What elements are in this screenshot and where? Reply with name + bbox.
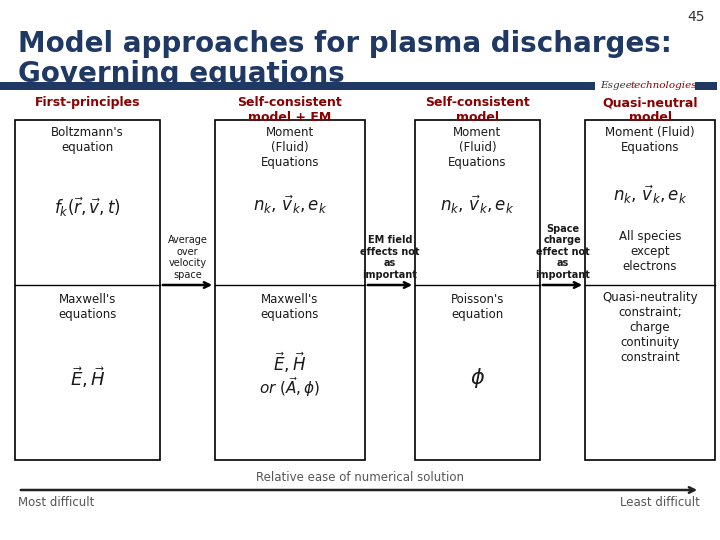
- Text: Poisson's
equation: Poisson's equation: [451, 293, 504, 321]
- Text: Moment (Fluid)
Equations: Moment (Fluid) Equations: [606, 126, 695, 154]
- Bar: [215, 120, 365, 460]
- Text: technologies: technologies: [630, 82, 697, 91]
- Text: Boltzmann's
equation: Boltzmann's equation: [51, 126, 124, 154]
- Text: $\vec{E},\vec{H}$: $\vec{E},\vec{H}$: [70, 365, 105, 390]
- Text: EM field
effects not
as
important: EM field effects not as important: [360, 235, 420, 280]
- Bar: [695, 82, 717, 90]
- Text: All species
except
electrons: All species except electrons: [618, 230, 681, 273]
- Text: Quasi-neutrality
constraint;
charge
continuity
constraint: Quasi-neutrality constraint; charge cont…: [602, 291, 698, 364]
- Text: Self-consistent
model + EM: Self-consistent model + EM: [238, 96, 343, 124]
- Text: Maxwell's
equations: Maxwell's equations: [58, 293, 117, 321]
- Text: Model approaches for plasma discharges:: Model approaches for plasma discharges:: [18, 30, 672, 58]
- Text: Moment
(Fluid)
Equations: Moment (Fluid) Equations: [449, 126, 507, 169]
- Text: $\phi$: $\phi$: [470, 366, 485, 389]
- Text: First-principles: First-principles: [35, 96, 140, 109]
- Text: Moment
(Fluid)
Equations: Moment (Fluid) Equations: [261, 126, 319, 169]
- Text: Self-consistent
model: Self-consistent model: [425, 96, 530, 124]
- Text: Space
charge
effect not
as
important: Space charge effect not as important: [535, 224, 590, 280]
- Text: $\vec{E},\vec{H}$: $\vec{E},\vec{H}$: [274, 350, 307, 375]
- Bar: [415, 120, 540, 460]
- Text: 45: 45: [688, 10, 705, 24]
- Text: Maxwell's
equations: Maxwell's equations: [261, 293, 319, 321]
- Bar: [0, 82, 595, 90]
- Bar: [585, 120, 715, 460]
- Text: Average
over
velocity
space: Average over velocity space: [168, 235, 207, 280]
- Text: Quasi-neutral
model: Quasi-neutral model: [602, 96, 698, 124]
- Text: $f_k(\vec{r},\vec{v},t)$: $f_k(\vec{r},\vec{v},t)$: [54, 196, 121, 219]
- Bar: [15, 120, 160, 460]
- Text: Most difficult: Most difficult: [18, 496, 94, 509]
- Text: Relative ease of numerical solution: Relative ease of numerical solution: [256, 471, 464, 484]
- Text: $n_k,\,\vec{v}_k,e_k$: $n_k,\,\vec{v}_k,e_k$: [441, 193, 515, 216]
- Text: $n_k,\,\vec{v}_k,e_k$: $n_k,\,\vec{v}_k,e_k$: [253, 193, 327, 216]
- Text: $n_k,\,\vec{v}_k,e_k$: $n_k,\,\vec{v}_k,e_k$: [613, 184, 687, 206]
- Text: $or\ (\vec{A},\phi)$: $or\ (\vec{A},\phi)$: [259, 375, 320, 400]
- Text: Esgee: Esgee: [600, 82, 635, 91]
- Text: Least difficult: Least difficult: [620, 496, 700, 509]
- Text: Governing equations: Governing equations: [18, 60, 345, 88]
